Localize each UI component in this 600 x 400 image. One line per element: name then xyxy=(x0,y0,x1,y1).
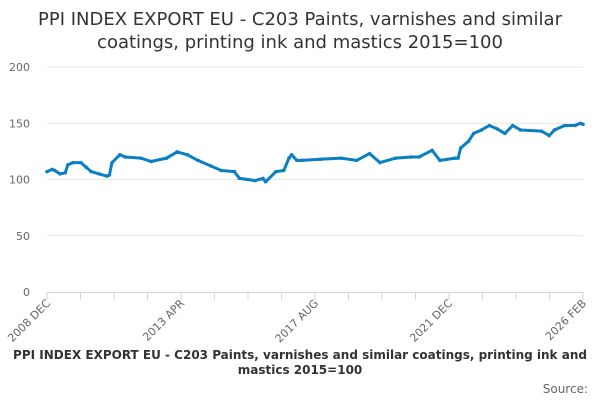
data-point xyxy=(185,152,190,157)
data-point xyxy=(71,160,75,165)
data-point xyxy=(547,133,551,138)
x-tick-label: 2013 APR xyxy=(140,297,187,344)
data-point xyxy=(409,155,414,159)
source-label: Source: xyxy=(542,382,588,396)
x-tick-label: 2017 AUG xyxy=(273,297,322,346)
data-point xyxy=(66,163,70,167)
data-point xyxy=(300,158,304,163)
data-point xyxy=(466,139,471,144)
data-point xyxy=(552,128,557,132)
data-point xyxy=(58,172,62,176)
data-point xyxy=(294,158,299,163)
data-point xyxy=(53,168,57,173)
data-point xyxy=(510,123,515,128)
data-point xyxy=(281,168,286,173)
data-point xyxy=(573,123,577,128)
data-point xyxy=(503,131,507,136)
data-point xyxy=(495,127,499,131)
data-point xyxy=(518,128,523,132)
data-point xyxy=(219,168,224,173)
data-point xyxy=(430,148,434,153)
data-point xyxy=(274,169,278,174)
x-tick-label: 2026 FEB xyxy=(543,297,589,343)
data-point xyxy=(453,156,458,160)
data-point xyxy=(417,155,421,159)
data-point xyxy=(118,152,122,157)
data-point xyxy=(479,128,484,132)
data-point xyxy=(458,146,463,150)
data-point xyxy=(539,129,544,133)
data-point xyxy=(438,158,442,163)
data-point xyxy=(175,150,179,154)
data-point xyxy=(164,156,169,160)
y-tick-label: 0 xyxy=(23,286,30,299)
y-tick-label: 200 xyxy=(9,61,30,74)
data-point xyxy=(393,156,398,160)
data-point xyxy=(107,173,112,177)
data-point xyxy=(196,158,200,163)
data-point xyxy=(110,160,114,165)
y-tick-label: 150 xyxy=(9,117,30,130)
data-point xyxy=(261,176,265,181)
x-tick-label: 2021 DEC xyxy=(407,297,455,345)
data-point xyxy=(471,131,476,136)
data-point xyxy=(367,151,372,156)
data-point xyxy=(232,169,237,174)
data-point xyxy=(97,172,101,176)
data-point xyxy=(581,122,585,127)
data-point xyxy=(149,159,153,164)
data-point xyxy=(89,169,94,174)
data-point xyxy=(287,156,291,160)
data-point xyxy=(456,156,460,160)
data-point xyxy=(263,179,268,184)
data-point xyxy=(45,169,49,174)
y-tick-label: 50 xyxy=(16,230,30,243)
x-tick-label: 2008 DEC xyxy=(5,297,53,345)
data-point xyxy=(318,157,323,162)
data-point xyxy=(339,156,343,160)
chart-title: PPI INDEX EXPORT EU - C203 Paints, varni… xyxy=(37,9,562,53)
data-point xyxy=(562,123,567,128)
data-point xyxy=(79,160,83,165)
data-point xyxy=(84,165,88,169)
data-point xyxy=(354,158,359,163)
data-point xyxy=(209,164,213,168)
data-point xyxy=(487,123,492,128)
data-point xyxy=(63,170,68,175)
data-point xyxy=(378,160,382,165)
data-point xyxy=(123,155,127,159)
y-tick-label: 100 xyxy=(9,174,30,187)
data-point xyxy=(138,156,143,160)
data-point xyxy=(289,152,294,157)
series-line xyxy=(46,121,584,184)
legend-item[interactable]: PPI INDEX EXPORT EU - C203 Paints, varni… xyxy=(13,348,587,377)
data-point xyxy=(253,178,257,183)
data-point xyxy=(237,176,242,181)
